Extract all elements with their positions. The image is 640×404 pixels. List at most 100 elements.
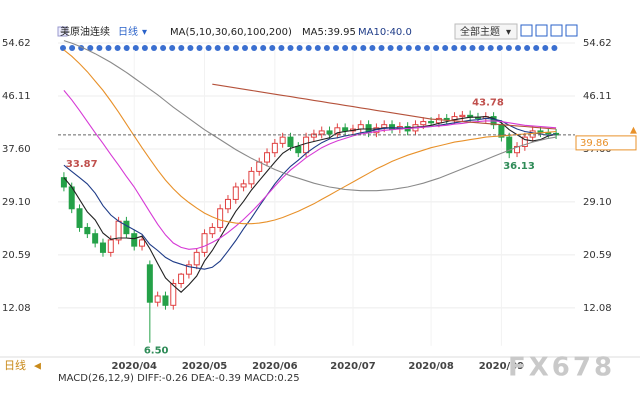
event-dot — [242, 45, 248, 51]
event-dot — [405, 45, 412, 51]
last-price-box — [575, 135, 637, 151]
event-dot — [123, 45, 130, 51]
y-tick-label: 12.08 — [2, 303, 31, 314]
footer-period[interactable]: 日线 — [4, 358, 26, 372]
candle-body — [185, 264, 192, 275]
candle-body — [209, 226, 216, 235]
event-dot — [396, 45, 403, 51]
event-dot — [178, 45, 185, 51]
candle-body — [240, 183, 247, 188]
candle-body — [264, 152, 271, 163]
event-dot — [232, 45, 239, 51]
header: 美原油连续 日线 ▾ MA(5,10,30,60,100,200) MA5:39… — [57, 23, 578, 40]
event-dot — [132, 45, 139, 51]
footer: 日线 ◀ MACD(26,12,9) DIFF:-0.26 DEA:-0.39 … — [0, 353, 640, 384]
x-tick-label: 2020/06 — [252, 361, 297, 372]
event-dot — [105, 45, 112, 51]
event-dot — [351, 45, 358, 51]
candle-body — [443, 117, 450, 121]
candle-body — [459, 114, 466, 118]
candle-body — [217, 208, 224, 228]
candle-body — [146, 264, 153, 303]
candle-body — [279, 136, 286, 144]
candle-body — [139, 239, 146, 247]
event-dot — [551, 45, 558, 51]
event-dot — [533, 45, 540, 51]
candle-body — [162, 295, 169, 306]
y-tick-label: 12.08 — [583, 303, 612, 314]
watermark: FX678 — [508, 353, 615, 383]
candle-body — [271, 142, 278, 154]
event-dot — [187, 45, 194, 51]
candle-body — [92, 233, 99, 244]
event-dot — [469, 45, 476, 51]
high-label: 43.78 — [472, 97, 504, 108]
candle-body — [334, 127, 341, 135]
y-tick-label: 46.11 — [2, 91, 31, 102]
x-tick-label: 2020/08 — [408, 361, 453, 372]
event-dot — [496, 45, 503, 51]
candle-body — [84, 226, 91, 235]
candle-body — [545, 132, 552, 135]
ma-line — [212, 83, 557, 130]
event-dot — [442, 45, 449, 51]
macd-indicator: MACD(26,12,9) DIFF:-0.26 DEA:-0.39 MACD:… — [58, 373, 300, 384]
event-dot — [96, 45, 103, 51]
event-dot — [305, 45, 312, 51]
candle-body — [342, 127, 349, 132]
footer-arrow: ◀ — [34, 362, 41, 372]
event-dot — [451, 45, 458, 51]
event-dot — [323, 45, 330, 51]
last-price-arrow: ▲ — [630, 125, 637, 135]
event-dot — [369, 45, 376, 51]
x-tick-label: 2020/05 — [182, 361, 227, 372]
ma-line — [63, 40, 557, 192]
candle-body — [178, 273, 185, 285]
x-tick-label: 2020/04 — [112, 361, 157, 372]
candle-body — [287, 136, 294, 147]
tool-icon[interactable] — [550, 24, 563, 37]
period[interactable]: 日线 — [118, 25, 138, 38]
last-price-label: 39.86 — [580, 138, 609, 149]
candle-body — [170, 283, 177, 306]
event-dot — [160, 45, 167, 51]
candle-body — [107, 239, 114, 253]
tool-icon[interactable] — [565, 24, 578, 37]
ma10-value: MA10:40.0 — [358, 27, 412, 38]
event-dot — [378, 45, 385, 51]
event-dot — [333, 45, 339, 51]
symbol: 美原油连续 — [60, 25, 110, 38]
x-tick-label: 2020/07 — [330, 361, 375, 372]
event-dot — [251, 45, 258, 51]
plot-area: 54.6254.6246.1146.1137.6037.6029.1029.10… — [2, 38, 637, 372]
event-dot — [424, 45, 430, 51]
tool-icon[interactable] — [520, 24, 533, 37]
event-dot — [151, 45, 157, 51]
event-dot — [114, 45, 121, 51]
candle-body — [201, 233, 208, 253]
event-dot — [505, 45, 512, 51]
event-dot — [60, 45, 66, 51]
ma-line — [63, 117, 557, 270]
event-dot — [478, 45, 485, 51]
candle-body — [99, 242, 106, 253]
candle-body — [389, 124, 396, 130]
theme-button[interactable] — [454, 23, 518, 40]
theme-button-label: 全部主题 — [460, 25, 500, 38]
ma-line — [63, 90, 557, 250]
x-tick-label: 2020/09 — [479, 361, 524, 372]
candle-body — [435, 117, 442, 124]
candle-body — [428, 121, 435, 124]
tool-icon[interactable] — [535, 24, 548, 37]
y-tick-label: 37.60 — [2, 144, 31, 155]
event-dot — [278, 45, 285, 51]
candle-body — [131, 233, 138, 247]
event-dot — [414, 45, 421, 51]
event-dot — [223, 45, 230, 51]
candle-body — [506, 136, 513, 154]
candle-body — [248, 170, 255, 185]
candle-body — [357, 124, 364, 130]
candle-body — [420, 121, 427, 126]
candle-body — [76, 208, 83, 228]
event-dot — [487, 45, 494, 51]
